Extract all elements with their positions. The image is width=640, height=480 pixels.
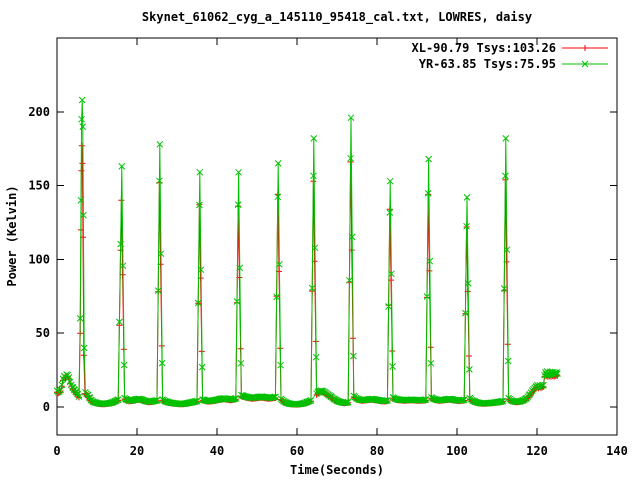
plot-border — [56, 37, 618, 436]
legend: XL-90.79 Tsys:103.26 YR-63.85 Tsys:75.95 — [412, 41, 608, 71]
legend-label-yr: YR-63.85 Tsys:75.95 — [419, 57, 556, 71]
y-tick-label: 200 — [28, 105, 50, 119]
x-axis-label: Time(Seconds) — [290, 463, 384, 477]
x-tick-label: 120 — [526, 444, 548, 458]
data-series — [53, 96, 561, 408]
y-tick-label: 0 — [43, 400, 50, 414]
series-markers-yr — [53, 96, 561, 408]
chart-title: Skynet_61062_cyg_a_145110_95418_cal.txt,… — [142, 10, 532, 25]
x-tick-label: 100 — [446, 444, 468, 458]
legend-label-xl: XL-90.79 Tsys:103.26 — [412, 41, 557, 55]
legend-key-yr — [562, 60, 608, 68]
x-tick-label: 20 — [130, 444, 144, 458]
y-tick-label: 150 — [28, 179, 50, 193]
legend-key-samples — [562, 45, 608, 68]
x-tick-label: 0 — [53, 444, 60, 458]
y-tick-label: 100 — [28, 252, 50, 266]
x-tick-label: 40 — [210, 444, 224, 458]
axes: 0 20 40 60 80 100 120 140 0 50 100 150 200 — [28, 37, 628, 458]
y-tick-label: 50 — [36, 326, 50, 340]
x-tick-label: 140 — [606, 444, 628, 458]
legend-key-xl — [562, 45, 608, 51]
x-tick-label: 80 — [370, 444, 384, 458]
x-tick-label: 60 — [290, 444, 304, 458]
y-axis-label: Power (Kelvin) — [5, 185, 19, 286]
